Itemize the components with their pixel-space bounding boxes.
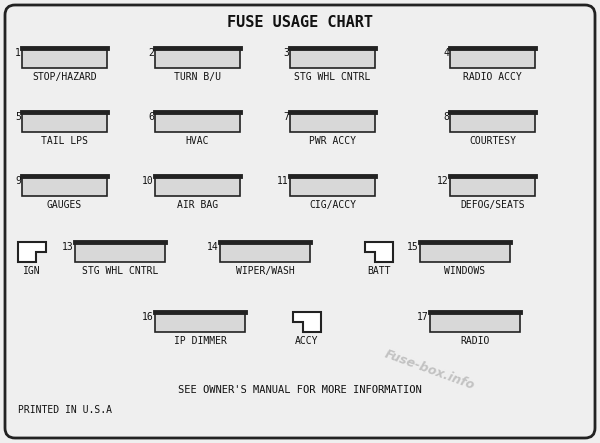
Text: RADIO ACCY: RADIO ACCY (463, 72, 522, 82)
Text: Fuse-box.info: Fuse-box.info (383, 348, 477, 392)
Text: 8: 8 (443, 112, 449, 122)
Text: PWR ACCY: PWR ACCY (309, 136, 356, 146)
Bar (450, 48, 535, 68)
Text: IP DIMMER: IP DIMMER (173, 336, 226, 346)
Text: FUSE USAGE CHART: FUSE USAGE CHART (227, 15, 373, 30)
Text: 10: 10 (142, 176, 154, 186)
Text: 3: 3 (283, 48, 289, 58)
Text: SEE OWNER'S MANUAL FOR MORE INFORMATION: SEE OWNER'S MANUAL FOR MORE INFORMATION (178, 385, 422, 395)
Text: RADIO: RADIO (460, 336, 490, 346)
Text: STOP/HAZARD: STOP/HAZARD (32, 72, 97, 82)
Text: ACCY: ACCY (295, 336, 319, 346)
Bar (155, 312, 245, 332)
Bar (290, 112, 375, 132)
Text: WIPER/WASH: WIPER/WASH (236, 266, 295, 276)
Text: PRINTED IN U.S.A: PRINTED IN U.S.A (18, 405, 112, 415)
Text: BATT: BATT (367, 266, 391, 276)
Text: WINDOWS: WINDOWS (445, 266, 485, 276)
Bar (450, 112, 535, 132)
Text: DEFOG/SEATS: DEFOG/SEATS (460, 200, 525, 210)
Bar (22, 112, 107, 132)
Bar (420, 242, 510, 262)
Text: 16: 16 (142, 312, 154, 322)
Text: COURTESY: COURTESY (469, 136, 516, 146)
Text: IGN: IGN (23, 266, 41, 276)
Bar (155, 176, 240, 196)
Bar (155, 48, 240, 68)
Bar (450, 176, 535, 196)
Text: 2: 2 (148, 48, 154, 58)
Text: STG WHL CNTRL: STG WHL CNTRL (295, 72, 371, 82)
Bar (430, 312, 520, 332)
Text: 5: 5 (15, 112, 21, 122)
Text: CIG/ACCY: CIG/ACCY (309, 200, 356, 210)
Polygon shape (293, 312, 321, 332)
Bar (290, 48, 375, 68)
Text: 1: 1 (15, 48, 21, 58)
Bar (22, 176, 107, 196)
Text: 6: 6 (148, 112, 154, 122)
Polygon shape (365, 242, 393, 262)
Text: 4: 4 (443, 48, 449, 58)
Text: 17: 17 (417, 312, 429, 322)
Bar (22, 48, 107, 68)
Text: 7: 7 (283, 112, 289, 122)
Text: 9: 9 (15, 176, 21, 186)
Polygon shape (18, 242, 46, 262)
Text: STG WHL CNTRL: STG WHL CNTRL (82, 266, 158, 276)
Text: 11: 11 (277, 176, 289, 186)
Text: TURN B/U: TURN B/U (174, 72, 221, 82)
Bar (155, 112, 240, 132)
Bar (220, 242, 310, 262)
Text: GAUGES: GAUGES (47, 200, 82, 210)
Text: AIR BAG: AIR BAG (177, 200, 218, 210)
Text: HVAC: HVAC (186, 136, 209, 146)
FancyBboxPatch shape (5, 5, 595, 438)
Bar (75, 242, 165, 262)
Text: 15: 15 (407, 242, 419, 252)
Text: TAIL LPS: TAIL LPS (41, 136, 88, 146)
Bar (290, 176, 375, 196)
Text: 13: 13 (62, 242, 74, 252)
Text: 14: 14 (207, 242, 219, 252)
Text: 12: 12 (437, 176, 449, 186)
